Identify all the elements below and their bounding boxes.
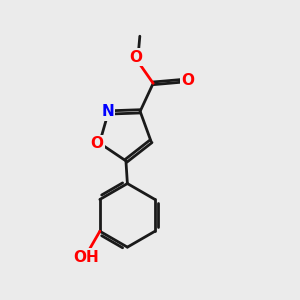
Text: O: O — [181, 73, 194, 88]
Text: O: O — [91, 136, 104, 152]
Text: N: N — [101, 104, 114, 119]
Text: OH: OH — [73, 250, 99, 265]
Text: O: O — [130, 50, 143, 64]
